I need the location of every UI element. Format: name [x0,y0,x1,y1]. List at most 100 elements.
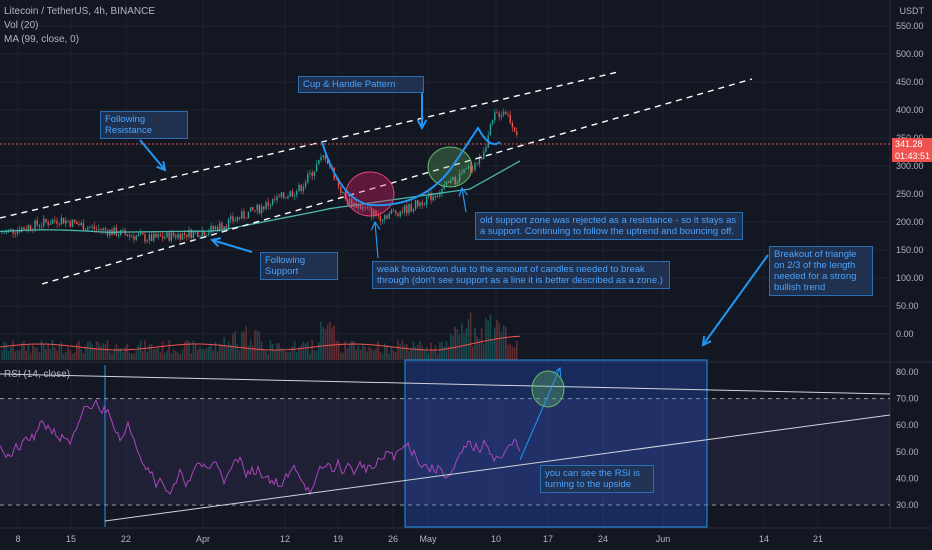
volume-bar [513,347,516,360]
candle-body [456,182,459,185]
candle-body [203,231,206,236]
volume-bar [496,319,498,360]
volume-bar [214,341,217,360]
cup-handle-curve [321,126,501,207]
volume-bar [410,349,412,360]
volume-bar [502,325,505,360]
volume-bar [16,350,19,360]
volume-bar [252,345,254,360]
volume-bar [373,350,375,360]
volume-bar [289,351,291,360]
candle-body [45,218,47,222]
rsi-tick-label: 70.00 [896,394,919,404]
volume-bar [467,319,470,360]
old-support-annotation[interactable]: old support zone was rejected as a resis… [475,212,743,240]
candle-body [384,215,386,220]
candle-body [386,215,388,219]
candle-body [441,188,443,194]
old-support-arrow [461,187,467,213]
candle-body [430,192,432,201]
volume-bar [392,350,395,360]
candle-body [67,220,69,222]
time-tick-label: 17 [543,534,553,544]
volume-bar [18,350,21,360]
volume-bar [194,344,197,360]
candle-body [49,223,52,225]
time-tick-label: Apr [196,534,210,544]
candle-body [197,231,199,238]
price-tick-label: 0.00 [896,329,914,339]
volume-bar [14,351,16,360]
volume-bar [170,353,173,360]
volume-bar [36,347,38,360]
volume-bar [221,345,223,360]
volume-bar [254,330,256,360]
candle-body [502,112,505,116]
volume-bar [117,348,120,360]
rsi-band [0,398,890,505]
candle-body [476,163,478,165]
candle-body [370,207,373,217]
time-tick-label: Jun [656,534,671,544]
volume-bar [408,350,410,360]
volume-bar [3,341,5,360]
volume-bar [485,318,487,360]
candle-body [296,190,298,196]
volume-bar [458,334,461,360]
candle-body [190,229,192,238]
candle-body [157,234,159,238]
volume-bar [296,351,298,360]
candle-body [335,179,338,181]
volume-bar [293,340,296,360]
volume-bar [128,352,131,360]
candle-body [93,226,96,229]
candle-body [210,226,212,233]
price-tick-label: 250.00 [896,189,924,199]
candle-body [131,235,133,237]
candle-body [500,115,503,117]
rsi-turning-annotation[interactable]: you can see the RSI is turning to the up… [540,465,654,493]
candle-body [117,234,120,236]
candle-body [443,184,445,189]
candle-body [14,233,16,235]
volume-bar [507,344,509,360]
following-resistance-annotation[interactable]: Following Resistance [100,111,188,139]
volume-bar [456,329,459,360]
volume-bar [298,347,300,360]
candle-body [38,225,41,227]
candle-body [150,234,153,241]
triangle-arrow-head [701,335,712,347]
volume-bar [177,352,179,360]
volume-bar [67,347,69,360]
volume-bar [54,347,56,360]
volume-bar [280,347,283,360]
volume-bar [78,340,80,360]
candle-body [478,157,481,164]
volume-bar [450,333,452,360]
candle-body [276,196,278,201]
candle-body [219,223,221,231]
volume-bar [509,343,511,360]
volume-bar [124,346,126,360]
candle-body [181,233,184,240]
weak-breakdown-annotation[interactable]: weak breakdown due to the amount of cand… [372,261,670,289]
volume-bar [445,341,448,360]
candle-body [205,234,208,236]
candle-body [461,173,463,174]
volume-bar [322,326,324,360]
candle-body [56,220,58,224]
candle-body [307,173,309,183]
volume-bar [168,340,170,360]
candle-body [357,205,360,209]
cup-handle-annotation[interactable]: Cup & Handle Pattern [298,76,424,93]
candle-body [199,236,201,238]
candle-body [214,226,217,230]
candle-body [254,210,256,211]
volume-bar [73,352,76,360]
following-support-annotation[interactable]: Following Support [260,252,338,280]
candle-body [274,199,276,201]
triangle-breakout-annotation[interactable]: Breakout of triangle on 2/3 of the lengt… [769,246,873,296]
support-arrow-head [210,237,222,248]
